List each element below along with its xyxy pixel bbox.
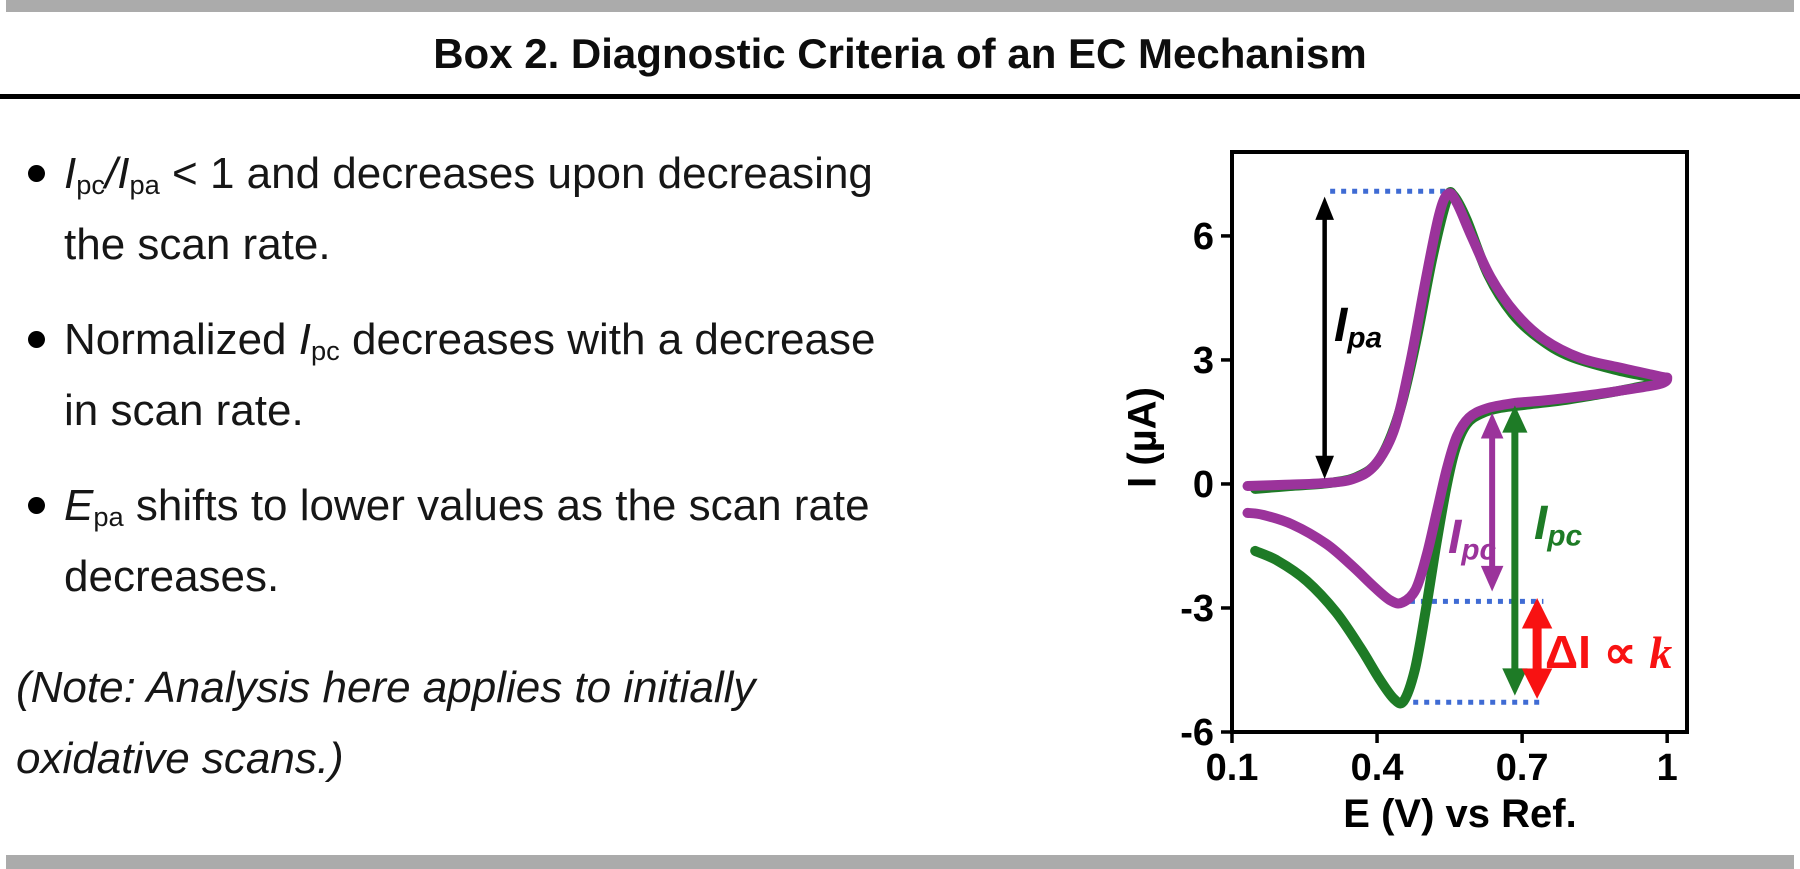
ipc-purple-label: Ipc [1447, 511, 1497, 567]
cv-chart: 0.1 0.4 0.7 1 6 3 0 -3 -6 [1180, 150, 1689, 789]
delta-i-arrow-head-top [1521, 598, 1553, 629]
ipa-arrow-head-bottom [1315, 455, 1334, 479]
x-tick-label: 0.4 [1351, 747, 1404, 789]
ipa-label: Ipa [1333, 299, 1383, 355]
bullet-marker [16, 470, 64, 612]
y-axis-title: I (µA) [1120, 387, 1165, 488]
x-tick-label: 0.1 [1206, 747, 1259, 789]
cv-fast-scan-purple [1242, 188, 1673, 609]
plot-frame [1230, 150, 1689, 734]
list-item: Ipc/Ipa < 1 and decreases upon decreasin… [16, 138, 1050, 280]
ipc-green-label: Ipc [1533, 497, 1583, 553]
box-title: Box 2. Diagnostic Criteria of an EC Mech… [433, 30, 1367, 77]
title-rule [0, 94, 1800, 99]
criteria-list: Ipc/Ipa < 1 and decreases upon decreasin… [16, 138, 1050, 794]
note-text: (Note: Analysis here applies to initiall… [16, 663, 756, 783]
y-tick-label: 6 [1193, 216, 1214, 258]
criterion-text: Epa shifts to lower values as the scan r… [64, 481, 870, 601]
bullet-marker [16, 138, 64, 280]
y-tick-label: 0 [1193, 464, 1214, 506]
list-item: Epa shifts to lower values as the scan r… [16, 470, 1050, 612]
y-tick-label: 3 [1193, 340, 1214, 382]
cv-figure: 0.1 0.4 0.7 1 6 3 0 -3 -6 I (µA) E (V) vs Ref. I… [1060, 100, 1800, 862]
top-gray-bar [6, 0, 1794, 12]
ipc-purple-arrow-head-top [1480, 412, 1504, 439]
bullet-marker [16, 304, 64, 446]
y-tick-label: -3 [1180, 588, 1214, 630]
x-axis-title: E (V) vs Ref. [1343, 792, 1577, 836]
ipc-purple-arrow-head-bottom [1480, 565, 1504, 592]
ipa-arrow-head-top [1315, 196, 1334, 220]
ipc-green-arrow-head-bottom [1502, 668, 1528, 696]
ipc-green-arrow-head-top [1502, 405, 1528, 433]
delta-i-label: ΔI ∝ k [1545, 626, 1673, 678]
x-tick-label: 1 [1657, 747, 1678, 789]
y-tick-label: -6 [1180, 712, 1214, 754]
x-tick-label: 0.7 [1496, 747, 1549, 789]
delta-i-arrow-head-bottom [1521, 668, 1553, 699]
bottom-gray-bar [6, 855, 1794, 869]
list-item: Normalized Ipc decreases with a decrease… [16, 304, 1050, 446]
criterion-text: Normalized Ipc decreases with a decrease… [64, 315, 876, 435]
criterion-text: Ipc/Ipa < 1 and decreases upon decreasin… [64, 149, 873, 269]
